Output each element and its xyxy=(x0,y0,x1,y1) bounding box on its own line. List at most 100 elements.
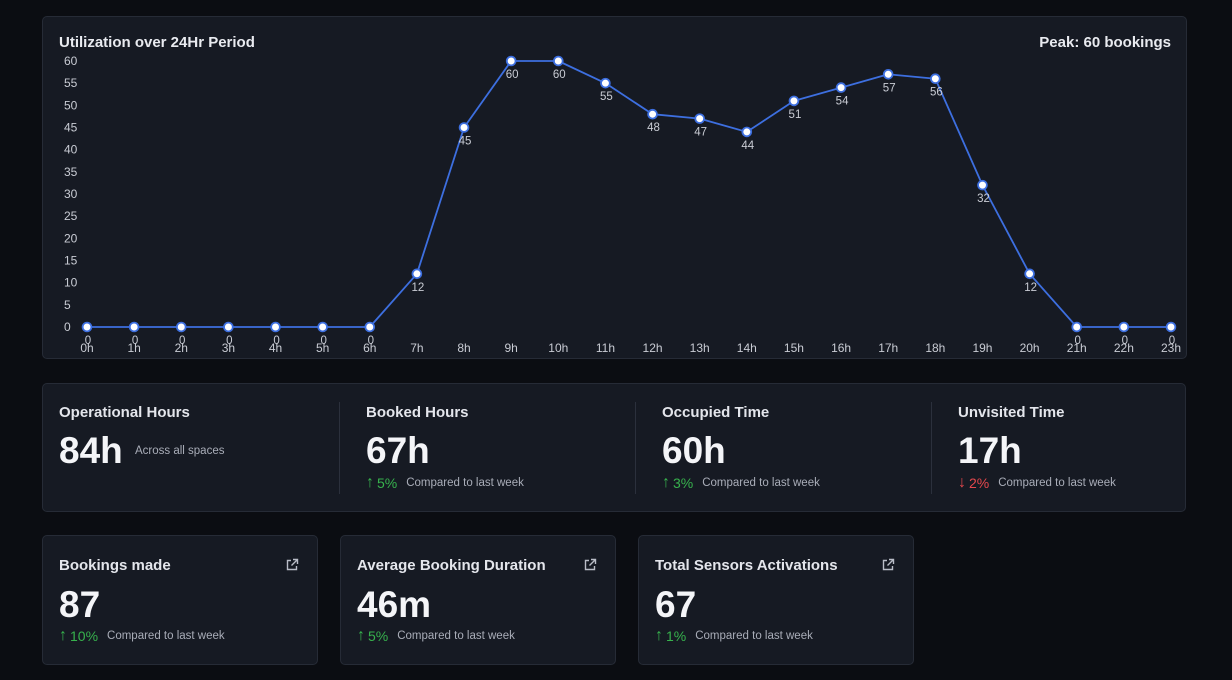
x-tick-label: 21h xyxy=(1067,341,1087,355)
data-label: 47 xyxy=(694,127,707,139)
data-label: 57 xyxy=(883,82,896,94)
arrow-up-icon: ↑ xyxy=(59,627,67,644)
arrow-up-icon: ↑ xyxy=(366,474,374,491)
stat-title: Operational Hours xyxy=(59,404,190,421)
hours-summary-card: Operational Hours 84h Across all spaces … xyxy=(42,383,1186,512)
data-label: 56 xyxy=(930,87,943,99)
x-tick-label: 11h xyxy=(596,341,615,355)
card-title: Average Booking Duration xyxy=(357,557,546,574)
card-value: 87 xyxy=(59,584,101,625)
delta-compare-text: Compared to last week xyxy=(702,477,820,489)
y-tick-label: 55 xyxy=(64,76,78,90)
external-link-icon[interactable] xyxy=(881,558,895,572)
data-point xyxy=(128,321,140,333)
card-delta: ↑ 5% Compared to last week xyxy=(357,627,515,645)
data-point xyxy=(364,321,376,333)
data-label: 12 xyxy=(412,282,425,294)
data-label: 0 xyxy=(226,335,232,347)
data-point xyxy=(1024,268,1035,280)
x-tick-label: 7h xyxy=(410,341,423,355)
y-tick-label: 20 xyxy=(64,231,78,245)
delta-percent: 2% xyxy=(969,475,990,491)
series-line xyxy=(87,60,1171,328)
x-tick-label: 6h xyxy=(363,341,376,355)
y-tick-label: 45 xyxy=(64,121,78,135)
data-point xyxy=(223,321,234,333)
delta-percent: 1% xyxy=(666,628,687,644)
data-label: 32 xyxy=(977,193,990,205)
data-point xyxy=(552,55,564,67)
x-tick-label: 12h xyxy=(643,341,663,355)
x-tick-label: 14h xyxy=(737,341,757,355)
card-title: Bookings made xyxy=(59,557,171,574)
data-point xyxy=(1165,321,1177,333)
y-tick-label: 25 xyxy=(64,209,78,223)
stat-value: 84h xyxy=(59,430,123,471)
stat-value: 67h xyxy=(366,430,430,471)
data-point xyxy=(1071,321,1083,333)
data-point xyxy=(694,113,705,124)
x-tick-label: 9h xyxy=(504,341,517,355)
external-link-icon[interactable] xyxy=(583,558,597,572)
stat-unvisited-time: Unvisited Time 17h ↓ 2% Compared to last… xyxy=(942,384,1187,513)
stat-delta: ↑ 3% Compared to last week xyxy=(662,474,820,492)
data-point xyxy=(741,126,753,138)
delta-compare-text: Compared to last week xyxy=(107,630,225,642)
x-tick-label: 20h xyxy=(1020,341,1040,355)
stat-value: 60h xyxy=(662,430,726,471)
card-delta: ↑ 10% Compared to last week xyxy=(59,627,225,645)
delta-compare-text: Compared to last week xyxy=(406,477,524,489)
x-tick-label: 0h xyxy=(80,341,93,355)
data-point xyxy=(411,268,423,280)
stat-occupied-time: Occupied Time 60h ↑ 3% Compared to last … xyxy=(646,384,931,513)
data-point xyxy=(600,77,611,89)
average-booking-duration-card[interactable]: Average Booking Duration 46m ↑ 5% Compar… xyxy=(340,535,616,665)
data-label: 0 xyxy=(1122,335,1128,347)
y-tick-label: 30 xyxy=(64,187,78,201)
data-point xyxy=(270,321,281,333)
x-tick-label: 16h xyxy=(831,341,851,355)
x-tick-label: 3h xyxy=(222,341,235,355)
stat-booked-hours: Booked Hours 67h ↑ 5% Compared to last w… xyxy=(350,384,635,513)
external-link-icon[interactable] xyxy=(285,558,299,572)
y-tick-label: 60 xyxy=(64,54,78,68)
delta-percent: 5% xyxy=(377,475,398,491)
delta-percent: 3% xyxy=(673,475,694,491)
x-tick-label: 5h xyxy=(316,341,329,355)
y-tick-label: 5 xyxy=(64,298,71,312)
stat-divider xyxy=(635,402,636,494)
data-label: 48 xyxy=(647,122,660,134)
stat-divider xyxy=(339,402,340,494)
data-point xyxy=(175,321,187,333)
data-label: 44 xyxy=(741,140,754,152)
data-label: 55 xyxy=(600,91,613,103)
data-label: 0 xyxy=(132,335,138,347)
arrow-down-icon: ↓ xyxy=(958,474,966,491)
x-tick-label: 18h xyxy=(925,341,945,355)
stat-delta: ↓ 2% Compared to last week xyxy=(958,474,1116,492)
data-label: 51 xyxy=(789,109,802,121)
delta-percent: 10% xyxy=(70,628,99,644)
bookings-made-card[interactable]: Bookings made 87 ↑ 10% Compared to last … xyxy=(42,535,318,665)
x-tick-label: 15h xyxy=(784,341,804,355)
data-point xyxy=(458,122,470,133)
data-label: 0 xyxy=(273,335,279,347)
data-label: 60 xyxy=(553,69,566,81)
data-label: 60 xyxy=(506,69,519,81)
card-title: Total Sensors Activations xyxy=(655,557,838,574)
data-point xyxy=(1118,321,1130,333)
card-value: 46m xyxy=(357,584,432,625)
y-tick-label: 15 xyxy=(64,254,78,268)
delta-compare-text: Compared to last week xyxy=(998,477,1116,489)
data-point xyxy=(930,73,941,85)
x-tick-label: 2h xyxy=(175,341,188,355)
data-point xyxy=(835,82,847,93)
chart-title: Utilization over 24Hr Period xyxy=(59,34,255,51)
data-label: 0 xyxy=(320,335,326,347)
data-label: 54 xyxy=(836,96,849,108)
data-label: 0 xyxy=(1075,335,1081,347)
data-point xyxy=(317,321,328,333)
total-sensors-activations-card[interactable]: Total Sensors Activations 67 ↑ 1% Compar… xyxy=(638,535,914,665)
x-tick-label: 13h xyxy=(690,341,710,355)
